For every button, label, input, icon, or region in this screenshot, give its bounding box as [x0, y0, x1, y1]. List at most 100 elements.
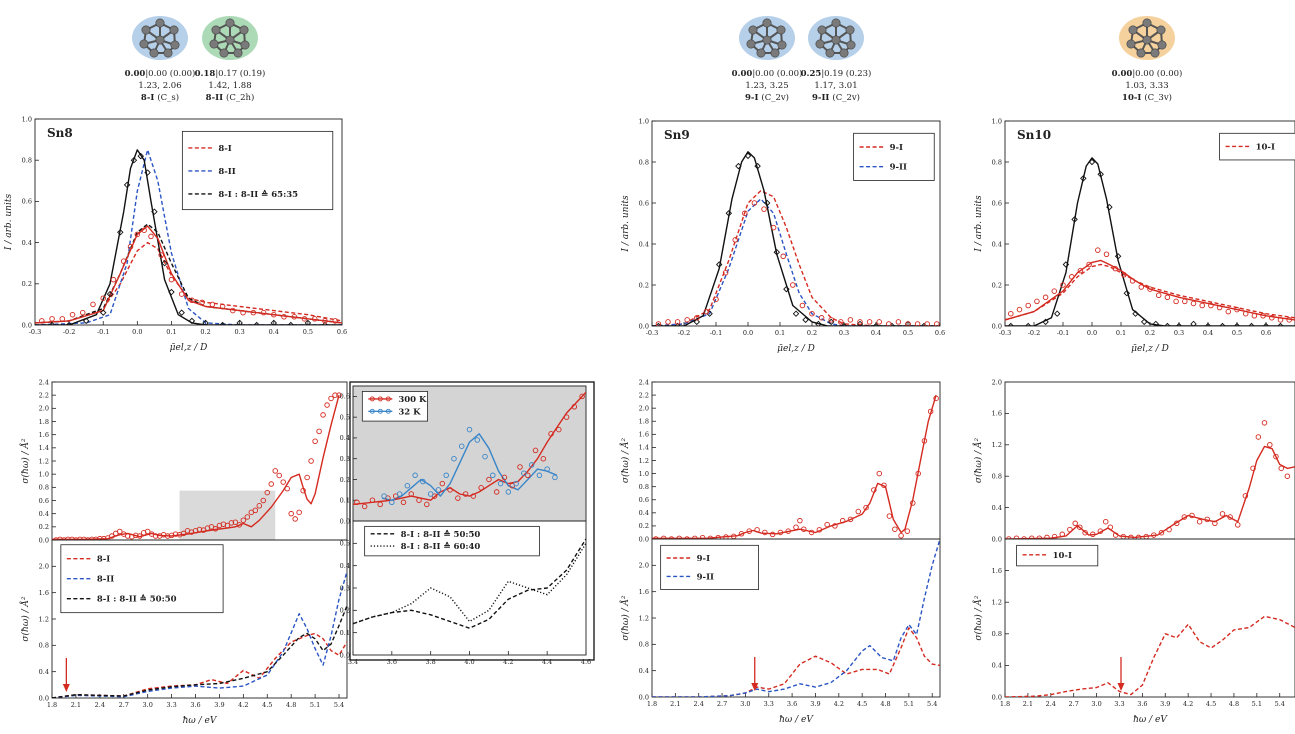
data-point-circle — [117, 528, 123, 535]
cluster-energy-rest: |0.00 (0.00) — [145, 68, 195, 79]
data-point-circle — [228, 520, 235, 526]
plot-area — [353, 538, 586, 629]
data-point-circle — [528, 462, 535, 468]
y-tick-label: 0.3 — [340, 455, 350, 463]
y-tick-label: 0.6 — [340, 393, 350, 401]
data-point-circle — [871, 487, 877, 493]
data-point-diamond — [1140, 318, 1148, 326]
x-axis-label: μ̄el,z / D — [1131, 344, 1169, 354]
data-point-circle — [665, 319, 671, 325]
data-point-circle — [132, 532, 139, 539]
data-point-circle — [847, 317, 854, 323]
cluster-atom — [756, 48, 766, 58]
series-line-fit — [652, 394, 937, 539]
x-tick-label: 5.1 — [1252, 700, 1262, 708]
x-tick-label: 0.0 — [743, 329, 753, 337]
data-point-circle — [1277, 317, 1284, 323]
data-point-circle — [1255, 434, 1262, 440]
data-point-circle — [723, 534, 729, 539]
x-tick-label: 4.8 — [1229, 700, 1239, 708]
y-tick-label: 0.0 — [639, 322, 649, 330]
legend-box — [364, 525, 540, 557]
chart-dist8: 0.0 0.2 0.4 0.6 0.8 1.0 -0.3 -0.2 -0.1 0.0 0.1 0.2 0… — [4, 115, 347, 353]
data-point-circle — [898, 532, 904, 539]
x-tick-label: 0.6 — [1261, 329, 1271, 337]
data-point-circle — [777, 529, 784, 536]
x-tick-label: 3.6 — [387, 658, 397, 666]
chart-theo9: 0.0 0.4 0.8 1.2 1.6 2.0 1.8 2.1 2.4 2.7 3.0 3.3 3.6 3… — [619, 538, 941, 725]
data-point-circle — [1216, 304, 1223, 311]
cluster-name: 9-I — [745, 93, 761, 103]
y-tick-label: 0.4 — [340, 434, 350, 442]
cluster-atom — [149, 48, 159, 58]
data-point-diamond — [1106, 203, 1113, 211]
data-point-circle — [544, 466, 550, 472]
data-point-circle — [320, 412, 326, 418]
data-point-circle — [281, 314, 287, 320]
data-point-circle — [1128, 534, 1134, 539]
legend-label: 9-I — [890, 143, 903, 153]
cluster-energy-main: 0.00 — [1112, 69, 1133, 79]
data-point-diamond — [151, 208, 158, 215]
data-point-circle — [684, 536, 690, 539]
data-point-circle — [276, 472, 282, 479]
data-point-circle — [120, 258, 127, 264]
x-tick-label: 2.4 — [694, 700, 704, 708]
data-point-diamond — [1175, 322, 1183, 326]
data-point-diamond — [1007, 322, 1015, 326]
cluster-name-label: 9-II (C_2v) — [812, 92, 860, 103]
x-tick-label: 0.3 — [1174, 329, 1184, 337]
data-point-diamond — [65, 321, 73, 325]
data-point-circle — [732, 237, 738, 243]
cluster-symmetry: (C_3v) — [1144, 92, 1172, 103]
data-point-circle — [260, 309, 267, 316]
x-axis-label: μ̄el,z / D — [170, 343, 208, 353]
cluster-dipole-label: 1.23, 2.06 — [138, 81, 181, 91]
cluster-atom — [233, 48, 243, 58]
cluster-8-I: 0.00|0.00 (0.00)1.23, 2.068-I (C_s) — [125, 16, 195, 103]
plot-area — [652, 539, 940, 697]
y-tick-label: 1.8 — [39, 418, 49, 426]
y-tick-label: 1.2 — [39, 457, 49, 465]
data-point-circle — [304, 474, 310, 481]
x-tick-label: 3.0 — [740, 700, 750, 708]
data-point-diamond — [872, 322, 880, 326]
cluster-name: 8-I — [141, 93, 157, 103]
data-point-circle — [209, 301, 216, 308]
data-point-circle — [1067, 526, 1073, 533]
data-point-circle — [490, 472, 496, 479]
cluster-atom — [1157, 40, 1167, 50]
legend-box — [660, 544, 759, 590]
data-point-circle — [250, 309, 257, 316]
y-tick-label: 0.8 — [992, 473, 1002, 481]
y-tick-label: 0.0 — [992, 322, 1002, 330]
data-point-circle — [1227, 514, 1233, 520]
data-point-diamond — [735, 162, 742, 170]
y-tick-label: 0.0 — [992, 535, 1002, 543]
cluster-energy-label: 0.00|0.00 (0.00) — [732, 68, 803, 79]
chart-dist9: 0.0 0.2 0.4 0.6 0.8 1.0 -0.3 -0.2 -0.1 0.0 0.1 0.2 0… — [621, 117, 945, 354]
data-point-diamond — [1080, 175, 1087, 182]
y-tick-label: 2.2 — [639, 391, 649, 399]
plot-frame — [651, 120, 941, 327]
data-point-circle — [101, 535, 107, 540]
cluster-name-label: 9-I (C_2v) — [745, 92, 789, 103]
data-point-circle — [713, 296, 719, 303]
data-point-circle — [53, 537, 59, 540]
data-point-circle — [1097, 528, 1104, 534]
data-point-diamond — [130, 156, 138, 164]
series-line-fitred — [35, 225, 342, 324]
data-point-circle — [148, 233, 154, 240]
data-point-circle — [141, 227, 147, 233]
x-tick-label: 3.3 — [1114, 700, 1124, 708]
y-axis-label: σ(ħω) / Å² — [619, 595, 631, 641]
data-point-circle — [244, 514, 251, 520]
cluster-9-II: 0.25|0.19 (0.23)1.17, 3.019-II (C_2v) — [801, 16, 871, 103]
data-point-circle — [552, 474, 558, 481]
x-tick-label: 2.7 — [1069, 700, 1079, 708]
data-point-circle — [707, 535, 714, 539]
plot-area — [652, 151, 940, 326]
y-tick-label: 0.4 — [639, 240, 649, 248]
y-tick-label: 2.2 — [39, 391, 49, 399]
data-point-diamond — [1088, 158, 1096, 166]
